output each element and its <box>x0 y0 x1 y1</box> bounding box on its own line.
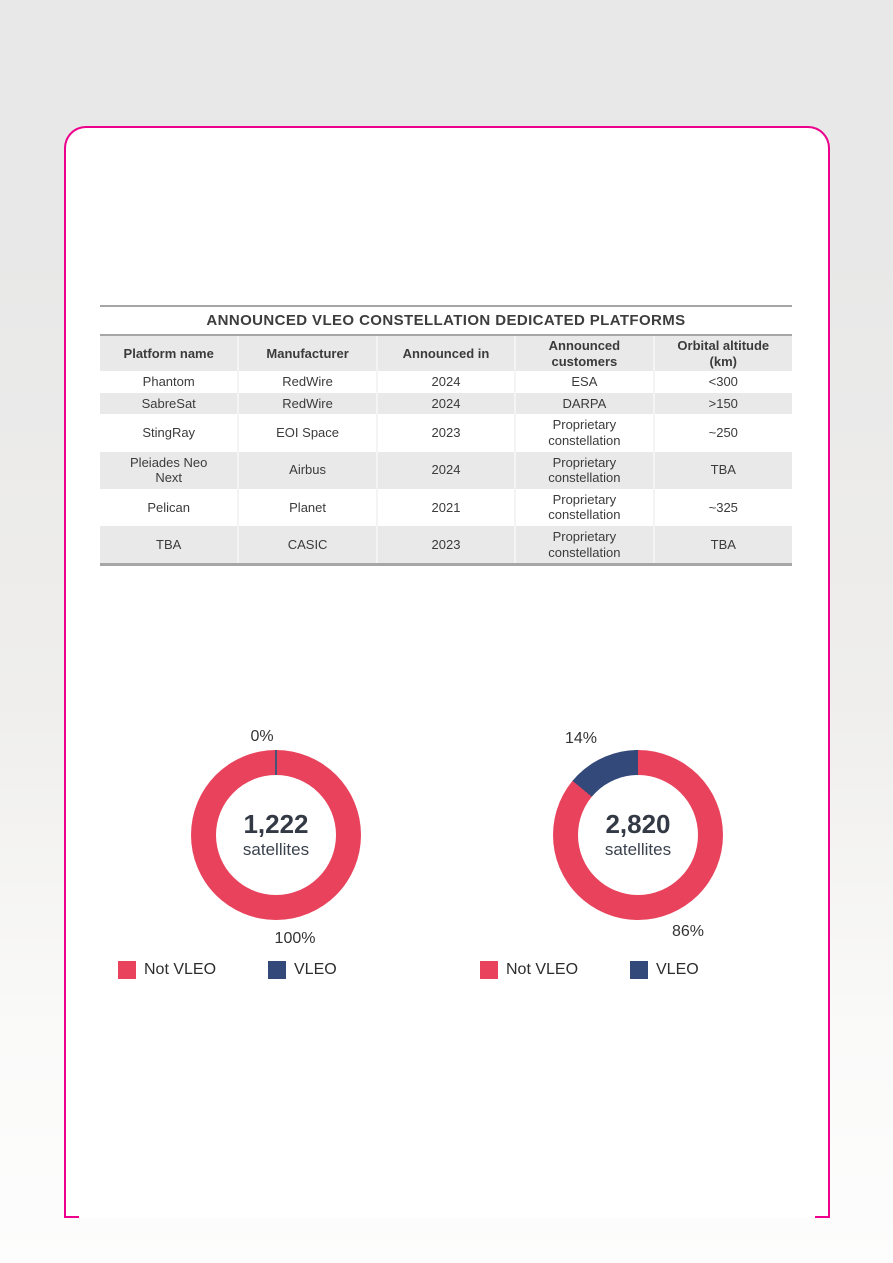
donut-center-left: 1,222 satellites <box>216 775 336 895</box>
table-cell: ~250 <box>652 414 792 452</box>
table-header-row: Platform name Manufacturer Announced in Ann… <box>100 336 792 372</box>
table-cell: ESA <box>514 371 654 393</box>
legend-label: Not VLEO <box>144 961 217 978</box>
table-cell: RedWire <box>237 392 377 415</box>
table-cell: EOI Space <box>237 414 377 452</box>
not-vleo-percent-label: 86% <box>671 923 705 940</box>
table-cell: 2024 <box>375 451 516 489</box>
column-header: Platform name <box>100 336 239 372</box>
platforms-table-section: ANNOUNCED VLEO CONSTELLATION DEDICATED P… <box>100 305 792 567</box>
vleo-percent-label: 14% <box>564 730 598 747</box>
table-cell: 2024 <box>375 371 516 393</box>
table-cell: DARPA <box>514 392 654 415</box>
table-cell: <300 <box>652 371 792 393</box>
table-cell: 2024 <box>375 392 516 415</box>
legend-item-not-vleo: Not VLEO <box>118 961 216 979</box>
legend-item-not-vleo: Not VLEO <box>480 961 578 979</box>
table-cell: Proprietary constellation <box>514 451 654 489</box>
column-header: Manufacturer <box>237 336 377 372</box>
table-row: Pelican Planet 2021 Proprietary constellati… <box>100 488 792 526</box>
satellite-count-unit: satellites <box>604 839 672 859</box>
table-cell: TBA <box>652 451 792 489</box>
table-row: Pleiades Neo Next Airbus 2024 Proprietary c… <box>100 451 792 489</box>
legend-item-vleo: VLEO <box>268 961 337 979</box>
table-row: SabreSat RedWire 2024 DARPA >150 <box>100 392 792 415</box>
table-cell: TBA <box>652 525 792 565</box>
donut-chart-left: 1,222 satellites 0% 100% <box>191 728 361 947</box>
page-border-bottom-left-mark <box>64 1216 79 1218</box>
table-body: Phantom RedWire 2024 ESA <300 SabreSat RedWire… <box>100 371 792 565</box>
legend-label: VLEO <box>656 961 699 978</box>
zero-percent-tick <box>275 750 277 776</box>
table-cell: >150 <box>652 392 792 415</box>
table-cell: 2023 <box>375 414 516 452</box>
page-border-bottom-right-mark <box>815 1216 830 1218</box>
legend-item-vleo: VLEO <box>630 961 699 979</box>
table-cell: SabreSat <box>141 395 196 411</box>
table-cell: 2023 <box>375 525 516 565</box>
table-cell: Proprietary constellation <box>514 414 654 452</box>
legend-swatch-vleo <box>268 961 286 979</box>
document-page <box>64 126 830 1218</box>
table-cell: StingRay <box>142 425 196 441</box>
table-header: Platform name Manufacturer Announced in Ann… <box>100 336 792 372</box>
table-cell: 2021 <box>375 488 516 526</box>
legend-swatch-not-vleo <box>480 961 498 979</box>
platforms-table: Platform name Manufacturer Announced in Ann… <box>100 336 792 567</box>
column-header: Orbital altitude (km) <box>652 336 792 372</box>
not-vleo-percent-label: 100% <box>274 930 316 947</box>
table-cell: ~325 <box>652 488 792 526</box>
legend-swatch-vleo <box>630 961 648 979</box>
table-cell: TBA <box>156 536 182 552</box>
legend-label: Not VLEO <box>506 961 579 978</box>
column-header: Announced in <box>375 336 516 372</box>
vleo-percent-label: 0% <box>250 728 274 745</box>
table-cell: Proprietary constellation <box>514 525 654 565</box>
table-cell: Phantom <box>142 374 195 390</box>
satellite-count: 2,820 <box>605 809 671 840</box>
table-cell: Pelican <box>147 499 191 515</box>
table-cell: Airbus <box>237 451 377 489</box>
legend-swatch-not-vleo <box>118 961 136 979</box>
table-row: TBA CASIC 2023 Proprietary constellation TBA <box>100 525 792 565</box>
table-cell: Proprietary constellation <box>514 488 654 526</box>
table-row: StingRay EOI Space 2023 Proprietary constel… <box>100 414 792 452</box>
table-row: Phantom RedWire 2024 ESA <300 <box>100 371 792 393</box>
donut-chart-right: 2,820 satellites 14% 86% <box>553 730 723 940</box>
table-cell: CASIC <box>237 525 377 565</box>
table-cell: RedWire <box>237 371 377 393</box>
legend-label: VLEO <box>294 961 337 978</box>
satellite-count: 1,222 <box>243 809 309 840</box>
column-header: Announced customers <box>514 336 654 372</box>
table-cell: Planet <box>237 488 377 526</box>
table-cell: Pleiades Neo Next <box>130 454 208 486</box>
table-title: ANNOUNCED VLEO CONSTELLATION DEDICATED P… <box>100 305 792 336</box>
satellite-count-unit: satellites <box>242 839 310 859</box>
donut-center-right: 2,820 satellites <box>578 775 698 895</box>
